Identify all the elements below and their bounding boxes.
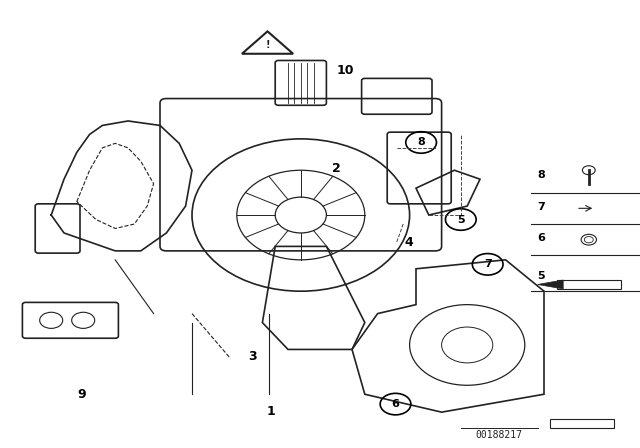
Text: 4: 4 bbox=[404, 236, 413, 250]
Text: 7: 7 bbox=[484, 259, 492, 269]
Text: 8: 8 bbox=[537, 170, 545, 180]
Text: 1: 1 bbox=[267, 405, 276, 418]
Text: 3: 3 bbox=[248, 349, 257, 363]
Text: !: ! bbox=[265, 40, 270, 50]
Text: 7: 7 bbox=[537, 202, 545, 212]
Text: 5: 5 bbox=[457, 215, 465, 224]
Text: 8: 8 bbox=[417, 138, 425, 147]
Text: 6: 6 bbox=[537, 233, 545, 243]
Text: 9: 9 bbox=[77, 388, 86, 401]
Text: 10: 10 bbox=[337, 64, 355, 78]
Text: 6: 6 bbox=[392, 399, 399, 409]
Text: 00188217: 00188217 bbox=[476, 430, 523, 439]
Text: 2: 2 bbox=[332, 161, 340, 175]
Polygon shape bbox=[538, 280, 563, 289]
Text: 5: 5 bbox=[537, 271, 545, 280]
